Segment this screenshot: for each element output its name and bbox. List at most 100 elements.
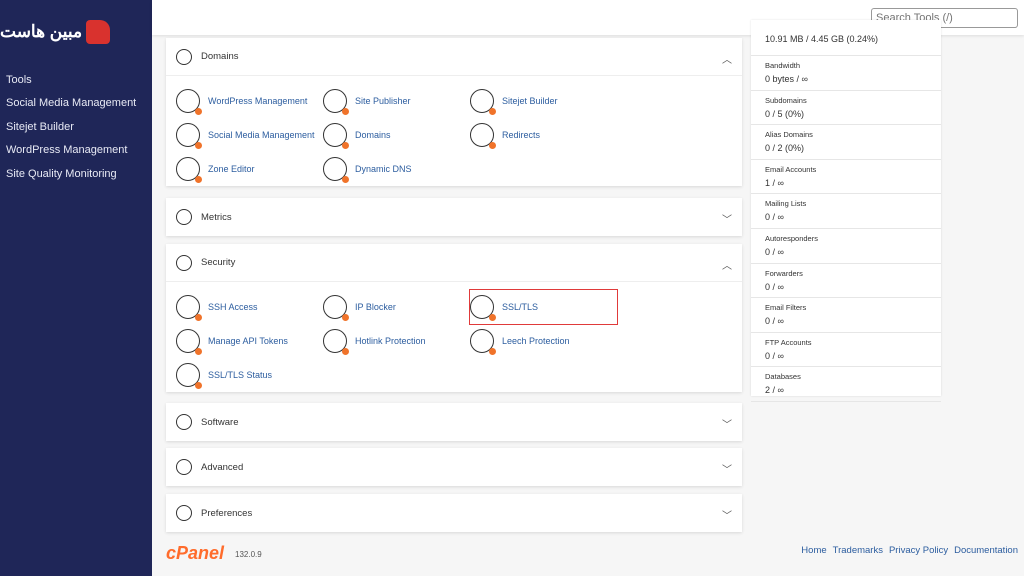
section-header-metrics[interactable]: Metrics ﹀ — [166, 198, 742, 236]
logo[interactable]: مبين هاست — [0, 20, 111, 44]
stat-label: Subdomains — [765, 95, 807, 105]
section-advanced: Advanced ﹀ — [166, 448, 742, 486]
tool-label: Hotlink Protection — [355, 336, 426, 346]
chevron-up-icon[interactable]: ︿ — [722, 55, 732, 66]
stat-value: 0 / 2 (0%) — [765, 143, 805, 154]
tool-label: Zone Editor — [208, 164, 255, 174]
footer-link-home[interactable]: Home — [801, 545, 827, 556]
tool-ssl-tls[interactable]: SSL/TLS — [469, 289, 618, 325]
stat-row: Mailing Lists 0 / ∞ — [751, 194, 941, 229]
tool-grid: SSH Access IP Blocker SSL/TLS Manage API To… — [166, 282, 742, 392]
tool-ssl-tls-status[interactable]: SSL/TLS Status — [176, 358, 323, 392]
tool-label: Site Publisher — [355, 96, 411, 106]
stat-value: 1 / ∞ — [765, 177, 784, 188]
site-publisher-icon — [323, 89, 349, 115]
tool-hotlink-protection[interactable]: Hotlink Protection — [323, 324, 470, 358]
chevron-down-icon[interactable]: ﹀ — [722, 215, 732, 226]
sliders-icon — [176, 505, 192, 521]
sidebar-item-wordpress-management[interactable]: WordPress Management — [6, 144, 128, 157]
section-preferences: Preferences ﹀ — [166, 494, 742, 532]
stat-value: 2 / ∞ — [765, 385, 784, 396]
stat-label: Email Accounts — [765, 164, 817, 174]
version: 132.0.9 — [235, 550, 262, 559]
stat-row: Forwarders 0 / ∞ — [751, 264, 941, 299]
tool-label: SSH Access — [208, 302, 258, 312]
elephant-logo-icon — [86, 20, 111, 44]
sidebar-nav: Tools Social Media Management Sitejet Buil… — [0, 68, 152, 186]
stat-row: Autoresponders 0 / ∞ — [751, 229, 941, 264]
ssl-tls-status-icon — [176, 363, 202, 389]
tool-sitejet-builder[interactable]: Sitejet Builder — [470, 84, 617, 118]
chevron-down-icon[interactable]: ﹀ — [722, 511, 732, 522]
tool-label: IP Blocker — [355, 302, 396, 312]
section-title: Preferences — [201, 507, 253, 519]
tool-grid: WordPress Management Site Publisher Siteje… — [166, 76, 742, 186]
stat-row: Bandwidth 0 bytes / ∞ — [751, 56, 941, 91]
tool-ip-blocker[interactable]: IP Blocker — [323, 290, 470, 324]
tool-label: Social Media Management — [208, 130, 315, 140]
tool-domains[interactable]: Domains — [323, 118, 470, 152]
tool-manage-api-tokens[interactable]: Manage API Tokens — [176, 324, 323, 358]
sitejet-builder-icon — [470, 89, 496, 115]
tool-label: Dynamic DNS — [355, 164, 412, 174]
tool-ssh-access[interactable]: SSH Access — [176, 290, 323, 324]
statistics-panel: 10.91 MB / 4.45 GB (0.24%) Bandwidth 0 byt… — [751, 20, 941, 402]
stat-label: FTP Accounts — [765, 337, 812, 347]
stat-value: 0 / ∞ — [765, 246, 784, 257]
stat-row: FTP Accounts 0 / ∞ — [751, 333, 941, 368]
footer-link-trademarks[interactable]: Trademarks — [832, 545, 883, 556]
stat-value: 0 / ∞ — [765, 316, 784, 327]
section-title: Metrics — [201, 211, 232, 223]
stat-row: Alias Domains 0 / 2 (0%) — [751, 125, 941, 160]
stat-label: Mailing Lists — [765, 199, 807, 209]
chevron-up-icon[interactable]: ︿ — [722, 261, 732, 272]
stat-value: 0 / 5 (0%) — [765, 108, 805, 119]
sidebar-item-sitejet-builder[interactable]: Sitejet Builder — [6, 120, 74, 133]
footer-link-privacy-policy[interactable]: Privacy Policy — [888, 545, 949, 556]
footer-links: Home Trademarks Privacy Policy Documentatio… — [801, 545, 1018, 556]
stat-label: Alias Domains — [765, 130, 813, 140]
tool-social-media-management[interactable]: Social Media Management — [176, 118, 323, 152]
stat-row: 10.91 MB / 4.45 GB (0.24%) — [751, 20, 941, 56]
section-security: Security ︿ SSH Access IP Blocker SSL/TLS Mana… — [166, 244, 742, 392]
sidebar: مبين هاست Tools Social Media Management Si… — [0, 0, 152, 576]
section-header-advanced[interactable]: Advanced ﹀ — [166, 448, 742, 486]
tool-wordpress-management[interactable]: WordPress Management — [176, 84, 323, 118]
sidebar-item-social-media-management[interactable]: Social Media Management — [6, 97, 137, 110]
tool-leech-protection[interactable]: Leech Protection — [470, 324, 617, 358]
ip-blocker-icon — [323, 295, 349, 321]
stat-row: Databases 2 / ∞ — [751, 367, 941, 402]
social-media-management-icon — [176, 123, 202, 149]
shield-icon — [176, 254, 192, 271]
section-header-software[interactable]: Software ﹀ — [166, 403, 742, 441]
stat-label: Email Filters — [765, 303, 807, 313]
sidebar-item-tools[interactable]: Tools — [6, 73, 32, 86]
stat-label: Autoresponders — [765, 233, 818, 243]
chevron-down-icon[interactable]: ﹀ — [722, 465, 732, 476]
section-title: Security — [201, 257, 236, 268]
leech-protection-icon — [470, 329, 496, 355]
stat-label: Bandwidth — [765, 61, 801, 70]
footer-link-documentation[interactable]: Documentation — [954, 545, 1018, 556]
ssh-access-icon — [176, 295, 202, 321]
wordpress-management-icon — [176, 89, 202, 115]
section-header-domains[interactable]: Domains ︿ — [166, 38, 742, 76]
section-header-preferences[interactable]: Preferences ﹀ — [166, 494, 742, 532]
hotlink-protection-icon — [323, 329, 349, 355]
tool-redirects[interactable]: Redirects — [470, 118, 617, 152]
section-title: Software — [201, 416, 239, 428]
stat-label: Databases — [765, 372, 801, 382]
tool-dynamic-dns[interactable]: Dynamic DNS — [323, 152, 470, 186]
tool-label: Redirects — [502, 130, 541, 140]
manage-api-tokens-icon — [176, 329, 202, 355]
sidebar-item-site-quality-monitoring[interactable]: Site Quality Monitoring — [6, 167, 117, 180]
tool-site-publisher[interactable]: Site Publisher — [323, 84, 470, 118]
tool-label: Domains — [355, 130, 391, 140]
chevron-down-icon[interactable]: ﹀ — [722, 420, 732, 431]
section-header-security[interactable]: Security ︿ — [166, 244, 742, 282]
stat-value: 10.91 MB / 4.45 GB (0.24%) — [765, 34, 879, 44]
stat-row: Email Filters 0 / ∞ — [751, 298, 941, 333]
tool-zone-editor[interactable]: Zone Editor — [176, 152, 323, 186]
section-title: Domains — [201, 51, 239, 62]
section-metrics: Metrics ﹀ — [166, 198, 742, 236]
